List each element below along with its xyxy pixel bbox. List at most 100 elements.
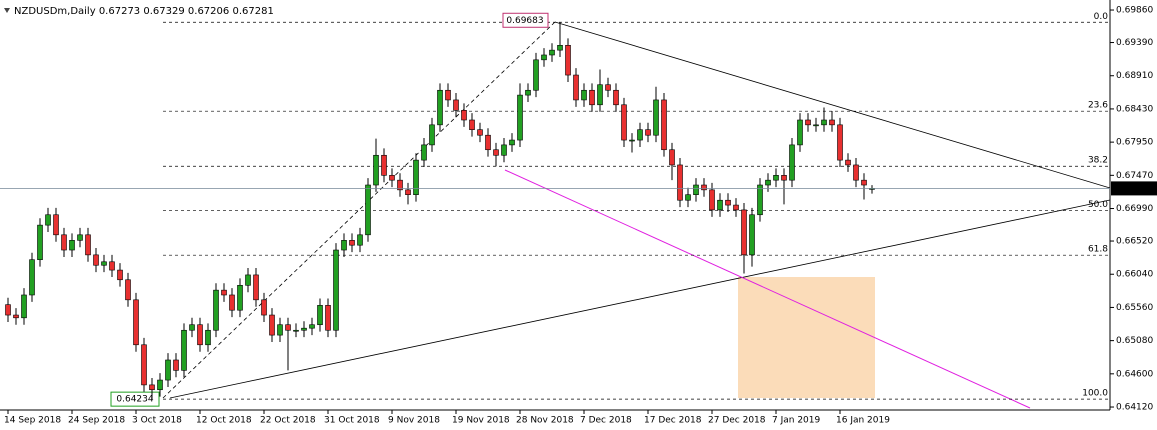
y-tick-label: 0.69390 [1116, 38, 1153, 48]
x-tick-label: 17 Dec 2018 [644, 416, 702, 426]
candle-body [541, 54, 547, 61]
candle-body [757, 184, 763, 216]
candle-body [797, 119, 803, 146]
candle-body [197, 324, 203, 346]
candle-body [581, 89, 587, 101]
candle-body [653, 99, 659, 136]
candle-body [101, 261, 107, 266]
candle-body [189, 324, 195, 331]
fib-level-label: 100.0 [1082, 389, 1108, 399]
candle-body [229, 294, 235, 311]
candle-body [789, 144, 795, 181]
fib-low-label: 0.64234 [116, 395, 153, 405]
candle-body [365, 184, 371, 236]
y-tick-label: 0.66040 [1116, 270, 1153, 280]
candle-body [157, 379, 163, 391]
current-price-box [1111, 181, 1157, 196]
candle-body [133, 299, 139, 346]
x-tick-label: 19 Nov 2018 [452, 416, 510, 426]
plot-layer: 0.0 23.6 38.2 50.0 61.8 100.0 0.69683 0.64234 [5, 12, 1110, 407]
candle-body [781, 175, 787, 181]
candle-body [469, 119, 475, 130]
candle-body [325, 305, 331, 331]
candle-body [333, 249, 339, 331]
candle-body [549, 49, 555, 56]
candle-body [637, 129, 643, 141]
candle-body [253, 274, 259, 301]
x-tick-label: 9 Nov 2018 [388, 416, 440, 426]
x-tick-label: 27 Dec 2018 [708, 416, 766, 426]
candle-body [181, 329, 187, 371]
candle-body [629, 139, 635, 142]
candle-body [813, 124, 819, 127]
fib-high-label: 0.69683 [506, 16, 543, 26]
candle-body [269, 314, 275, 336]
candle-body [45, 214, 51, 226]
x-tick-label: 24 Sep 2018 [68, 416, 125, 426]
candle-body [277, 324, 283, 336]
fib-level-label: 0.0 [1094, 12, 1109, 22]
candle-body [509, 139, 515, 146]
candle-body [125, 279, 131, 301]
candle-body [373, 154, 379, 186]
y-tick-label: 0.68430 [1116, 104, 1153, 114]
candle-body [389, 175, 395, 181]
x-tick-label: 7 Jan 2019 [772, 416, 820, 426]
x-tick-label: 31 Oct 2018 [324, 416, 380, 426]
x-tick-label: 28 Nov 2018 [516, 416, 574, 426]
candle-body [141, 344, 147, 386]
x-tick-label: 22 Oct 2018 [260, 416, 316, 426]
chart-header: NZDUSDm,Daily 0.67273 0.67329 0.67206 0.… [14, 6, 274, 17]
x-tick-label: 7 Dec 2018 [580, 416, 632, 426]
candle-body [613, 89, 619, 106]
candle-body [765, 179, 771, 186]
candle-body [245, 274, 251, 286]
candle-body [261, 299, 267, 316]
close-value: 0.67281 [232, 6, 273, 17]
candle-body [349, 240, 355, 246]
candle-body [669, 149, 675, 166]
candle-body [293, 329, 299, 332]
high-value: 0.67329 [143, 6, 184, 17]
fib-high-box [502, 12, 549, 28]
x-tick-label: 12 Oct 2018 [196, 416, 252, 426]
y-tick-label: 0.65560 [1116, 303, 1153, 313]
candle-body [13, 314, 19, 319]
y-tick-label: 0.67950 [1116, 138, 1153, 148]
fib-level-label: 38.2 [1088, 156, 1108, 166]
candle-body [741, 209, 747, 256]
candle-body [453, 99, 459, 111]
candle-body [149, 384, 155, 391]
zone-rectangle [738, 277, 875, 398]
candle-body [773, 175, 779, 181]
support-line [169, 199, 1111, 399]
candle-body [837, 124, 843, 161]
y-tick-label: 0.68910 [1116, 71, 1153, 81]
candle-body [381, 154, 387, 176]
candle-body [213, 289, 219, 331]
candle-body [821, 119, 827, 126]
resistance-line [554, 21, 1111, 189]
low-value: 0.67206 [188, 6, 229, 17]
candle-body [77, 234, 83, 241]
candle-body [301, 327, 307, 331]
candle-body [853, 164, 859, 181]
candle-body [517, 94, 523, 141]
y-tick-label: 0.64600 [1116, 369, 1153, 379]
candle-body [421, 144, 427, 161]
candle-body [109, 261, 115, 271]
candle-body [709, 189, 715, 211]
candle-body [861, 179, 867, 186]
open-value: 0.67273 [99, 6, 140, 17]
candle-body [557, 45, 563, 51]
candle-body [717, 199, 723, 211]
y-tick-label: 0.66520 [1116, 237, 1153, 247]
candle-body [357, 234, 363, 246]
candle-body [461, 110, 467, 121]
candle-body [317, 305, 323, 326]
candle-body [589, 89, 595, 106]
current-price-label: 0.67281 [1115, 184, 1152, 194]
candle-body [565, 45, 571, 76]
